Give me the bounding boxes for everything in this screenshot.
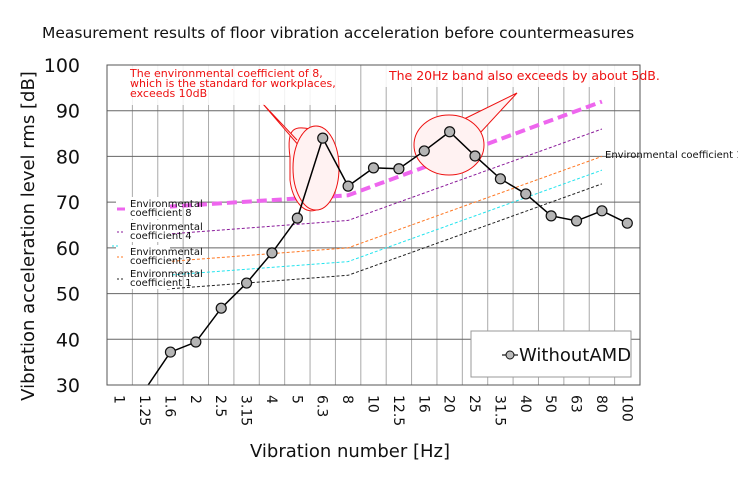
x-tick-label: 10 bbox=[365, 395, 381, 413]
y-tick-label: 100 bbox=[44, 55, 80, 77]
data-point bbox=[494, 173, 507, 185]
y-axis-ticks: 100 90 80 70 60 50 40 30 bbox=[44, 55, 80, 397]
data-point bbox=[570, 215, 583, 227]
data-point bbox=[266, 247, 278, 259]
y-tick-label: 90 bbox=[56, 101, 80, 123]
reference-lines bbox=[166, 99, 603, 290]
reference-label-text: Environmental bbox=[130, 222, 203, 233]
data-point bbox=[190, 336, 202, 348]
y-tick-label: 70 bbox=[56, 192, 80, 214]
chart-title: Measurement results of floor vibration a… bbox=[42, 24, 634, 42]
series-withoutamd bbox=[147, 126, 633, 386]
x-tick-label: 100 bbox=[618, 395, 634, 422]
y-tick-label: 40 bbox=[56, 329, 80, 351]
x-tick-label: 25 bbox=[466, 395, 482, 413]
x-tick-label: 3.15 bbox=[238, 395, 254, 426]
data-point bbox=[418, 145, 430, 157]
x-tick-label: 2 bbox=[187, 395, 203, 404]
callout-6p3-bubble bbox=[292, 125, 340, 211]
x-axis-label: Vibration number [Hz] bbox=[250, 441, 450, 462]
x-tick-label: 1 bbox=[111, 395, 127, 404]
reference-line bbox=[166, 99, 603, 209]
data-point bbox=[240, 277, 253, 289]
y-tick-label: 60 bbox=[56, 238, 80, 260]
x-tick-label: 40 bbox=[517, 395, 533, 413]
x-tick-label: 12.5 bbox=[390, 395, 406, 426]
data-point bbox=[291, 212, 303, 224]
data-point bbox=[545, 210, 557, 222]
reference-label-text: coefficient 4 bbox=[130, 231, 192, 242]
legend-entry-withoutamd: WithoutAMD bbox=[519, 345, 631, 366]
reference-label-bg bbox=[116, 220, 170, 242]
reference-line bbox=[166, 183, 603, 290]
x-tick-label: 31.5 bbox=[491, 395, 507, 426]
data-point bbox=[215, 302, 227, 314]
x-tick-label: 63 bbox=[568, 395, 584, 413]
x-tick-label: 50 bbox=[542, 395, 558, 413]
x-tick-label: 5 bbox=[288, 395, 304, 404]
y-axis-label: Vibration acceleration level rms [dB] bbox=[18, 71, 39, 401]
data-point bbox=[164, 346, 177, 358]
reference-label-text: Environmental bbox=[130, 199, 203, 210]
data-point bbox=[317, 132, 329, 144]
callout-20hz-pointer bbox=[459, 92, 518, 134]
annotation-text-line: The 20Hz band also exceeds by about 5dB. bbox=[388, 68, 660, 83]
annotation-text-line: exceeds 10dB bbox=[130, 87, 207, 100]
plot-frame bbox=[106, 64, 641, 386]
x-tick-label: 16 bbox=[415, 395, 431, 413]
reference-line bbox=[166, 128, 603, 235]
x-tick-label: 80 bbox=[593, 395, 609, 413]
x-tick-label: 1.6 bbox=[161, 395, 177, 417]
x-tick-label: 1.25 bbox=[136, 395, 152, 426]
data-point bbox=[444, 126, 456, 138]
annotation-text-line: which is the standard for workplaces, bbox=[130, 77, 336, 90]
reference-line bbox=[166, 169, 603, 276]
reference-label-text: coefficient 2 bbox=[130, 256, 192, 267]
x-tick-label: 20 bbox=[441, 395, 457, 413]
annotations: The environmental coefficient of 8, whic… bbox=[116, 65, 660, 212]
x-tick-label: 2.5 bbox=[212, 395, 228, 417]
x-axis-ticks: 1 1.25 1.6 2 2.5 3.15 4 5 6.3 8 10 12.5 16 20 25 31.5 40… bbox=[111, 395, 635, 426]
y-tick-label: 30 bbox=[56, 375, 80, 397]
reference-label-bg bbox=[116, 245, 170, 267]
reference-label-text: coefficient 1 bbox=[130, 278, 192, 289]
reference-label-text: Environmental coefficient 1.4 bbox=[605, 150, 738, 161]
data-point bbox=[367, 162, 380, 174]
data-point bbox=[342, 180, 354, 192]
x-tick-label: 6.3 bbox=[314, 395, 330, 417]
reference-label-bg bbox=[116, 267, 170, 289]
y-tick-label: 80 bbox=[56, 146, 80, 168]
callout-20hz-bubble bbox=[413, 114, 485, 176]
legend-marker bbox=[505, 350, 515, 360]
y-tick-label: 50 bbox=[56, 284, 80, 306]
reference-label-text: coefficient 8 bbox=[130, 208, 192, 219]
legend: WithoutAMD bbox=[470, 330, 632, 378]
annotation-text-line: The environmental coefficient of 8, bbox=[129, 67, 323, 80]
reference-line bbox=[166, 155, 603, 263]
data-point bbox=[621, 217, 633, 229]
data-point bbox=[393, 163, 405, 175]
reference-label-bg bbox=[116, 197, 170, 219]
reference-label-text: Environmental bbox=[130, 247, 203, 258]
data-point bbox=[469, 150, 481, 162]
x-tick-label: 4 bbox=[263, 395, 279, 404]
reference-label-text: Environmental bbox=[130, 269, 203, 280]
x-tick-label: 8 bbox=[339, 395, 355, 404]
data-point bbox=[520, 188, 532, 200]
data-point bbox=[596, 205, 608, 217]
